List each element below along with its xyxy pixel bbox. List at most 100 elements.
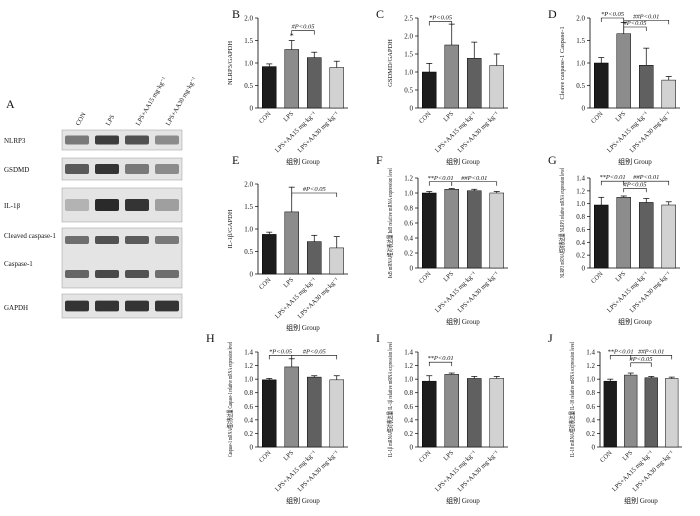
y-tick-label: 1.0 bbox=[576, 200, 585, 208]
y-tick-label: 1.5 bbox=[244, 37, 253, 45]
x-axis-label: 组别 Group bbox=[624, 496, 658, 505]
chart-panel-c: C 0 0.5 1.0 1.5 2.0 2.5 GSDMD/GAPDH CON LPSLPS+AA… bbox=[376, 7, 508, 166]
y-tick-label: 1.2 bbox=[244, 362, 253, 370]
panel-letter: F bbox=[376, 153, 383, 167]
significance-label: ##P<0.01 bbox=[461, 175, 487, 182]
x-tick-label: LPS bbox=[282, 110, 295, 123]
x-tick-label: LPS+AA30 mg·kg⁻¹ bbox=[457, 110, 501, 154]
blot-band bbox=[65, 135, 89, 145]
significance-bracket bbox=[291, 355, 338, 360]
significance-label: *P<0.05 bbox=[429, 15, 453, 22]
x-axis-label: 组别 Group bbox=[446, 157, 480, 166]
significance-bracket bbox=[428, 21, 453, 26]
significance-label: ##P<0.01 bbox=[638, 348, 664, 355]
y-tick-label: 1.0 bbox=[244, 60, 253, 68]
y-tick-label: 1.5 bbox=[244, 203, 253, 211]
bar bbox=[624, 374, 638, 448]
x-tick-label: LPS+AA15 mg·kg⁻¹ bbox=[434, 110, 478, 154]
x-tick-label: CON bbox=[258, 276, 273, 291]
x-tick-label: CON bbox=[418, 449, 433, 464]
significance-bracket bbox=[623, 187, 647, 193]
y-tick-label: 2.0 bbox=[404, 33, 413, 41]
significance-bracket bbox=[451, 181, 498, 186]
blot-band bbox=[155, 270, 179, 278]
significance-bracket bbox=[623, 19, 670, 25]
bar bbox=[444, 44, 459, 109]
y-axis-label: NLRP3/GAPDH bbox=[227, 41, 234, 85]
y-tick-label: 0 bbox=[592, 444, 596, 452]
y-tick-label: 1.5 bbox=[404, 51, 413, 59]
panel-letter: G bbox=[548, 153, 557, 167]
x-axis-label: 组别 Group bbox=[446, 496, 480, 505]
y-tick-label: 1.4 bbox=[576, 175, 585, 183]
y-axis-label: IκB mRNA相对表达量 IκB relative mRNA expressi… bbox=[385, 168, 394, 278]
x-tick-label: LPS bbox=[282, 276, 295, 289]
blot-strip bbox=[61, 157, 183, 181]
x-tick-label: LPS bbox=[614, 270, 627, 283]
y-tick-label: 0.5 bbox=[404, 87, 413, 95]
y-tick-label: 1.0 bbox=[244, 376, 253, 384]
significance-label: #P<0.05 bbox=[292, 24, 316, 31]
blot-row-label: Cleaved caspase-1 bbox=[4, 232, 56, 240]
panel-letter: B bbox=[232, 7, 240, 21]
blot-band bbox=[65, 199, 89, 211]
bar bbox=[594, 62, 609, 109]
x-tick-label: CON bbox=[590, 270, 605, 285]
significance-label: **P<0.01 bbox=[427, 175, 453, 182]
bar bbox=[594, 204, 609, 269]
bar bbox=[307, 57, 322, 109]
y-tick-label: 0.5 bbox=[576, 82, 585, 90]
y-tick-label: 0.2 bbox=[576, 252, 585, 260]
blot-band bbox=[65, 236, 89, 244]
bar bbox=[284, 49, 299, 109]
chart-panel-b: B 0 0.5 1.0 1.5 2.0 NLRP3/GAPDH CON LPSLPS+AA15 … bbox=[227, 7, 348, 166]
y-tick-label: 0 bbox=[250, 444, 254, 452]
bar bbox=[422, 192, 437, 269]
bar bbox=[284, 211, 299, 275]
y-tick-label: 1.0 bbox=[404, 376, 413, 384]
significance-label: #P<0.05 bbox=[303, 186, 327, 193]
significance-bracket bbox=[428, 181, 453, 186]
x-axis-label: 组别 Group bbox=[618, 157, 652, 166]
significance-bracket bbox=[609, 355, 632, 360]
y-tick-label: 0.8 bbox=[404, 389, 413, 397]
panel-letter: D bbox=[548, 7, 557, 21]
chart-panel-d: D 0 0.5 1.0 1.5 2.0 Cleave caspase-1 Caspase-1… bbox=[548, 7, 680, 166]
x-tick-label: LPS+AA15 mg·kg⁻¹ bbox=[274, 276, 318, 320]
y-tick-label: 0.8 bbox=[404, 205, 413, 213]
bar bbox=[603, 380, 617, 448]
x-tick-label: LPS bbox=[442, 449, 455, 462]
x-tick-label: CON bbox=[418, 270, 433, 285]
x-axis-label: 组别 Group bbox=[286, 157, 320, 166]
y-axis-label: Caspase-1 mRNA相对表达量 Caspase-1 relative m… bbox=[225, 342, 234, 457]
y-axis-label: IL-1β mRNA相对表达量 IL-1β relative mRNA expr… bbox=[385, 342, 394, 457]
blot-row-label: NLRP3 bbox=[4, 137, 26, 145]
x-tick-label: LPS+AA30 mg·kg⁻¹ bbox=[457, 449, 501, 493]
significance-label: *P<0.05 bbox=[269, 348, 293, 355]
y-tick-label: 0 bbox=[410, 265, 414, 273]
y-tick-label: 0.4 bbox=[404, 235, 413, 243]
blot-band bbox=[95, 199, 119, 211]
blot-band bbox=[125, 270, 149, 278]
lane-label: LPS bbox=[105, 113, 117, 127]
blot-row-label: IL-1β bbox=[4, 202, 20, 210]
y-tick-label: 1.2 bbox=[586, 362, 595, 370]
x-tick-label: LPS+AA15 mg·kg⁻¹ bbox=[606, 270, 650, 314]
blot-band bbox=[155, 199, 179, 211]
y-axis-label: Cleave caspase-1 Caspase-1 bbox=[559, 26, 566, 99]
y-tick-label: 1.0 bbox=[244, 226, 253, 234]
blot-band bbox=[95, 300, 119, 312]
bar bbox=[329, 247, 344, 275]
y-tick-label: 0.8 bbox=[586, 389, 595, 397]
y-axis-label: IL-18 mRNA相对表达量 IL-18 relative mRNA expr… bbox=[567, 342, 576, 457]
lane-label: CON bbox=[75, 111, 88, 127]
y-tick-label: 0 bbox=[250, 271, 254, 279]
bar bbox=[665, 378, 679, 448]
blot-band bbox=[155, 135, 179, 145]
y-axis-label: NLRP3 mRNA相对表达量 NLRP3 relative mRNA expr… bbox=[557, 168, 566, 278]
bar bbox=[307, 241, 322, 275]
blot-band bbox=[65, 270, 89, 278]
y-tick-label: 1.0 bbox=[586, 376, 595, 384]
y-tick-label: 1.2 bbox=[404, 175, 413, 183]
